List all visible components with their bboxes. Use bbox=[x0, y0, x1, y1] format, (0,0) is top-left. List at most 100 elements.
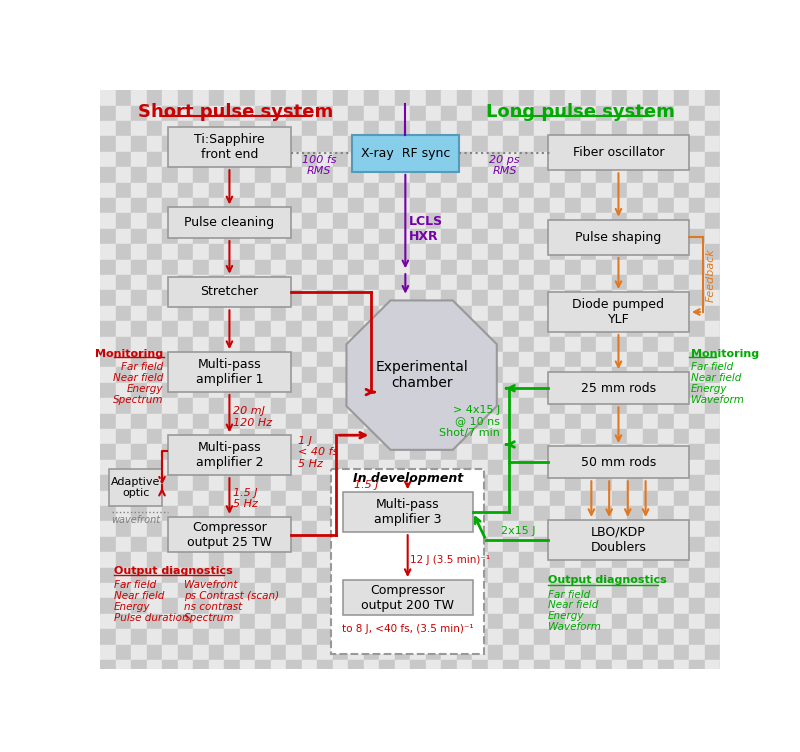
Bar bbox=[410, 121, 426, 136]
Bar bbox=[146, 475, 162, 490]
Bar bbox=[642, 429, 658, 444]
Bar bbox=[146, 506, 162, 521]
Bar bbox=[503, 552, 518, 568]
Bar bbox=[193, 214, 209, 229]
Bar bbox=[363, 229, 379, 244]
Bar bbox=[255, 198, 270, 214]
Bar bbox=[146, 490, 162, 506]
Bar bbox=[581, 121, 596, 136]
Bar bbox=[705, 506, 720, 521]
Bar bbox=[209, 444, 224, 459]
Bar bbox=[348, 383, 363, 399]
Bar bbox=[596, 459, 611, 475]
Bar bbox=[410, 352, 426, 368]
Bar bbox=[611, 259, 627, 275]
Bar bbox=[255, 399, 270, 414]
Bar bbox=[565, 383, 581, 399]
Bar bbox=[302, 537, 317, 552]
Bar bbox=[302, 399, 317, 414]
Bar bbox=[363, 383, 379, 399]
Bar bbox=[394, 414, 410, 429]
Bar bbox=[302, 244, 317, 259]
Bar bbox=[410, 198, 426, 214]
Bar bbox=[348, 167, 363, 183]
Bar bbox=[333, 568, 348, 583]
Bar bbox=[441, 275, 457, 290]
Bar bbox=[627, 583, 642, 599]
Text: Energy: Energy bbox=[690, 384, 727, 394]
Bar bbox=[224, 152, 239, 167]
Bar bbox=[658, 537, 674, 552]
Bar bbox=[178, 660, 193, 675]
Bar bbox=[565, 214, 581, 229]
Bar bbox=[131, 368, 146, 383]
Bar bbox=[426, 475, 441, 490]
Bar bbox=[302, 475, 317, 490]
Bar bbox=[115, 444, 131, 459]
Bar bbox=[193, 599, 209, 614]
Bar bbox=[270, 90, 286, 105]
Bar bbox=[100, 152, 115, 167]
Bar bbox=[611, 399, 627, 414]
Bar bbox=[379, 583, 394, 599]
Bar bbox=[581, 290, 596, 306]
Bar bbox=[457, 614, 472, 629]
Bar bbox=[333, 214, 348, 229]
Bar bbox=[333, 629, 348, 644]
Bar bbox=[441, 475, 457, 490]
Text: 20 mJ
120 Hz: 20 mJ 120 Hz bbox=[234, 406, 273, 428]
Bar bbox=[596, 105, 611, 121]
Bar bbox=[394, 121, 410, 136]
Bar bbox=[239, 414, 255, 429]
Bar bbox=[286, 136, 302, 152]
Bar bbox=[441, 660, 457, 675]
Bar bbox=[410, 614, 426, 629]
Bar bbox=[487, 259, 503, 275]
Bar bbox=[441, 537, 457, 552]
Bar bbox=[302, 414, 317, 429]
Bar bbox=[270, 167, 286, 183]
Bar bbox=[611, 614, 627, 629]
Bar bbox=[596, 444, 611, 459]
Bar bbox=[100, 459, 115, 475]
Bar bbox=[193, 521, 209, 537]
Bar bbox=[286, 475, 302, 490]
Bar bbox=[224, 399, 239, 414]
Bar bbox=[658, 399, 674, 414]
Text: Multi-pass
amplifier 3: Multi-pass amplifier 3 bbox=[374, 498, 442, 526]
Bar bbox=[162, 599, 178, 614]
Bar bbox=[674, 444, 689, 459]
Bar bbox=[720, 352, 735, 368]
Bar bbox=[394, 444, 410, 459]
Bar bbox=[441, 614, 457, 629]
Bar bbox=[611, 490, 627, 506]
Bar bbox=[379, 459, 394, 475]
Bar bbox=[379, 429, 394, 444]
Bar bbox=[394, 136, 410, 152]
Bar bbox=[286, 490, 302, 506]
Bar bbox=[534, 506, 550, 521]
Bar bbox=[209, 583, 224, 599]
Bar bbox=[565, 660, 581, 675]
Bar bbox=[457, 521, 472, 537]
Bar bbox=[239, 568, 255, 583]
Bar bbox=[410, 321, 426, 337]
Bar bbox=[487, 383, 503, 399]
Text: to 8 J, <40 fs, (3.5 min)⁻¹: to 8 J, <40 fs, (3.5 min)⁻¹ bbox=[342, 624, 474, 634]
Bar bbox=[270, 229, 286, 244]
Bar bbox=[627, 459, 642, 475]
Bar bbox=[611, 552, 627, 568]
Bar bbox=[689, 198, 705, 214]
Bar bbox=[596, 183, 611, 198]
Bar bbox=[457, 167, 472, 183]
Bar bbox=[627, 259, 642, 275]
Bar bbox=[131, 429, 146, 444]
Bar bbox=[286, 506, 302, 521]
Bar bbox=[441, 444, 457, 459]
Bar bbox=[581, 229, 596, 244]
Bar bbox=[146, 459, 162, 475]
Bar bbox=[255, 121, 270, 136]
Bar bbox=[487, 414, 503, 429]
Bar bbox=[239, 321, 255, 337]
Bar bbox=[348, 429, 363, 444]
